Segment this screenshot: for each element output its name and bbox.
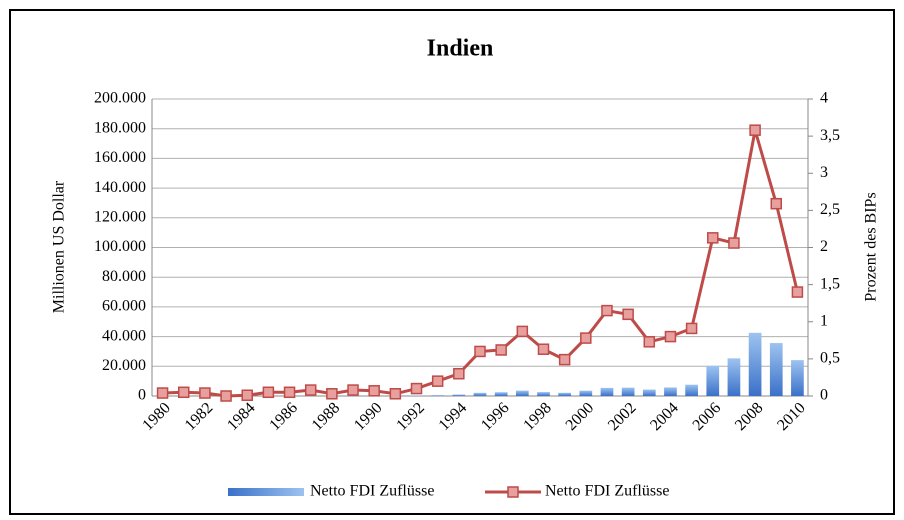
bar [473, 392, 487, 396]
y-tick-label: 120.000 [94, 208, 146, 225]
line-marker [304, 384, 317, 396]
line-marker [199, 387, 211, 399]
bar [558, 392, 571, 396]
y-tick-label: 40.000 [102, 327, 146, 344]
line-marker [495, 344, 507, 356]
bar [431, 395, 445, 396]
chart-frame [9, 9, 895, 515]
line-marker [558, 353, 571, 366]
y2-tick-label: 4 [820, 90, 828, 107]
line-marker [431, 375, 444, 387]
y2-tick-label: 3 [820, 164, 828, 181]
bar [600, 387, 614, 396]
line-marker [241, 389, 253, 402]
bar [706, 365, 720, 396]
y2-tick-label: 0,5 [820, 350, 840, 367]
bar [769, 343, 783, 396]
bar [642, 389, 656, 396]
line-marker [156, 387, 169, 399]
line-marker [516, 325, 529, 338]
y-tick-label: 80.000 [102, 268, 146, 285]
line-marker [410, 382, 423, 395]
y2-tick-label: 2 [820, 238, 828, 255]
y-tick-label: 100.000 [94, 238, 146, 255]
bar [791, 360, 804, 396]
line-marker [664, 330, 677, 343]
line-marker [601, 304, 613, 317]
bar [452, 394, 466, 396]
line-marker [326, 388, 338, 400]
y-tick-label: 20.000 [102, 357, 146, 374]
y-tick-label: 160.000 [94, 149, 146, 166]
bar [494, 392, 508, 396]
bar [748, 332, 762, 396]
y2-tick-label: 0 [820, 387, 828, 404]
line-marker [685, 322, 698, 335]
y2-tick-label: 1,5 [820, 275, 840, 292]
line-marker [389, 388, 402, 400]
line-marker [220, 390, 232, 402]
line-marker [283, 386, 296, 399]
y2-tick-label: 2,5 [820, 201, 840, 218]
y2-axis-label: Prozent des BIPs [863, 192, 880, 301]
y2-tick-label: 1 [820, 312, 828, 329]
legend-label: Netto FDI Zuflüsse [310, 483, 434, 500]
bar [685, 384, 698, 396]
bar [664, 387, 677, 396]
line-marker [177, 386, 190, 399]
line-marker [707, 232, 719, 244]
line-marker [453, 367, 465, 380]
y-tick-label: 140.000 [94, 179, 146, 196]
line-marker [643, 336, 656, 348]
line-marker [537, 343, 550, 355]
line-marker [791, 286, 804, 298]
chart-title: Indien [427, 36, 494, 62]
y-axis-label: Millionen US Dollar [51, 180, 68, 313]
bar [579, 390, 593, 396]
line-marker [580, 332, 592, 344]
line-marker [262, 386, 275, 399]
legend-marker [507, 486, 519, 498]
legend-swatch [228, 488, 304, 496]
line-marker [749, 124, 761, 136]
y-tick-label: 60.000 [102, 298, 146, 315]
y-tick-label: 200.000 [94, 90, 146, 107]
y-tick-label: 180.000 [94, 119, 146, 136]
y-tick-label: 0 [138, 387, 146, 404]
line-marker [770, 197, 783, 210]
bar [537, 392, 550, 396]
y2-tick-label: 3,5 [820, 127, 840, 144]
line-marker [622, 308, 634, 321]
bar [515, 390, 529, 396]
line-marker [474, 345, 486, 358]
bar [621, 387, 635, 396]
line-marker [728, 237, 740, 249]
line-marker [368, 385, 380, 397]
bar [727, 358, 741, 396]
line-marker [347, 384, 359, 396]
legend-label: Netto FDI Zuflüsse [545, 483, 669, 500]
